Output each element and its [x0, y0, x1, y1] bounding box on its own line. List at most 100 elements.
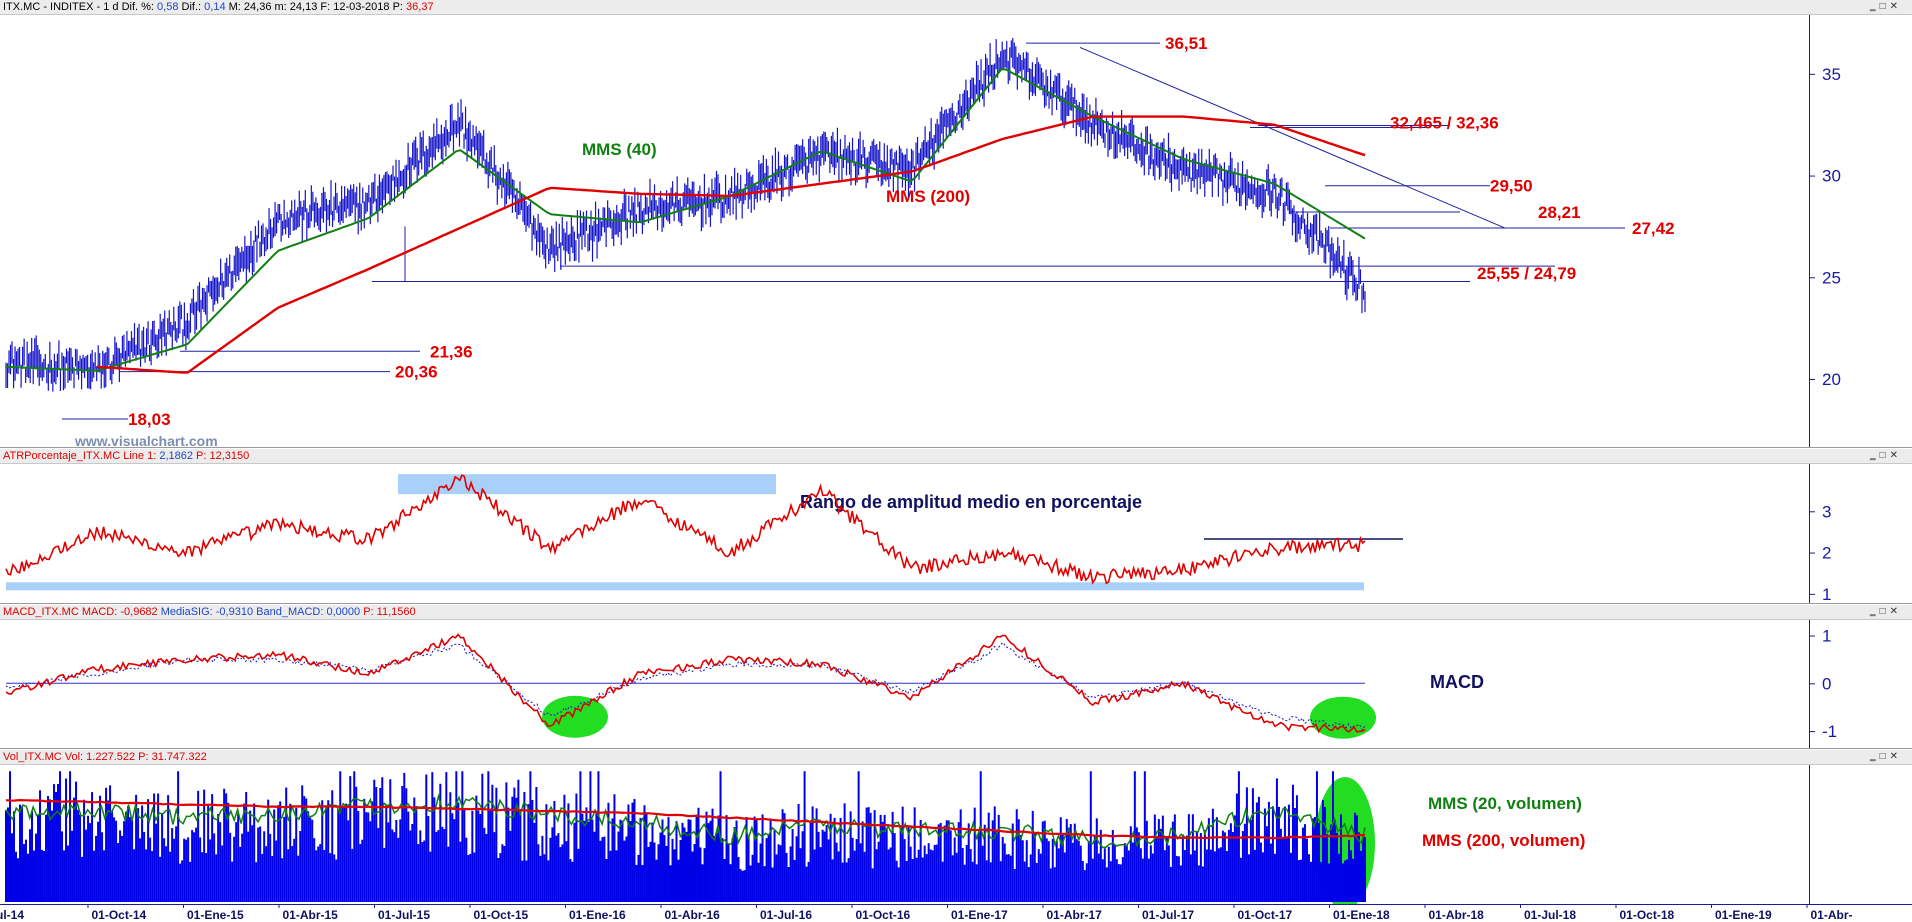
x-tick-label: 01-Oct-15 — [474, 908, 529, 922]
ma40-line — [5, 68, 1366, 372]
macd-macd: -0,9682 — [120, 606, 158, 618]
x-tick-mark — [851, 904, 853, 908]
price-ytick-label: 25 — [1822, 268, 1841, 287]
x-tick-mark — [1042, 904, 1044, 908]
price-panel-header: ITX.MC - INDITEX - 1 d Dif. %: 0,58 Dif.… — [0, 0, 1912, 15]
macd-window-controls-icon[interactable]: ‗□✕ — [1870, 606, 1902, 617]
x-tick-label: 01-Ene-15 — [187, 908, 244, 922]
ma40-label: MMS (40) — [582, 140, 657, 159]
x-tick-mark — [1424, 904, 1426, 908]
atr-panel[interactable]: ATRPorcentaje_ITX.MC Line 1: 2,1862 P: 1… — [0, 449, 1912, 604]
vol-p-label: P: — [138, 751, 149, 763]
x-tick-label: 01-Oct-18 — [1620, 908, 1675, 922]
x-tick-label: 01-Jul-18 — [1524, 908, 1576, 922]
annotation-4: 27,42 — [1632, 219, 1675, 238]
price-p-label: P: — [392, 1, 403, 13]
atr-ytick-label: 3 — [1822, 502, 1831, 521]
x-tick-mark — [183, 904, 184, 908]
ma200-line — [96, 115, 1366, 374]
macd-macd-label: MACD: — [81, 606, 118, 618]
x-tick-mark — [565, 904, 566, 908]
macd-ytick-label: 1 — [1822, 627, 1831, 646]
atr-ytick-mark — [1809, 511, 1815, 513]
macd-ytick-label: -1 — [1822, 722, 1837, 741]
ma200-label: MMS (200) — [886, 187, 970, 206]
x-tick-mark — [374, 904, 375, 908]
atr-ytick-mark — [1809, 552, 1815, 554]
atr-chart: Rango de amplitud medio en porcentaje 1 2… — [5, 464, 1831, 604]
vol-axis-line — [1809, 765, 1810, 904]
x-tick-label: 01-Oct-16 — [856, 908, 911, 922]
price-ytick-label: 35 — [1822, 65, 1841, 84]
macd-axis-line — [1809, 620, 1810, 749]
vol-ma20-line — [5, 793, 1366, 849]
annotation-0: 36,51 — [1165, 34, 1208, 53]
atr-p-label: P: — [196, 450, 207, 462]
x-axis: ul-14 01-Oct-14 01-Ene-15 01-Abr-15 01-Jul-1… — [0, 904, 1912, 922]
price-dif-pct: 0,58 — [157, 1, 179, 13]
x-tick-label: 01-Ene-18 — [1333, 908, 1390, 922]
atr-line — [5, 474, 1366, 585]
price-dif-pct-label: Dif. %: — [121, 1, 154, 13]
vol-name: Vol_ITX.MC — [3, 751, 62, 763]
annotation-1: 32,465 / 32,36 — [1390, 114, 1499, 133]
macd-panel-header: MACD_ITX.MC MACD: -0,9682 MediaSIG: -0,9… — [0, 605, 1912, 620]
atr-ytick-mark — [1809, 593, 1815, 595]
vol-ma20-label: MMS (20, volumen) — [1428, 794, 1582, 813]
x-axis-line — [0, 904, 1912, 905]
macd-band-label: Band_MACD: — [256, 606, 324, 618]
atr-low-band — [6, 582, 1364, 591]
macd-highlight-1 — [542, 695, 608, 738]
macd-ytick-label: 0 — [1822, 674, 1831, 693]
macd-label: MACD — [1430, 672, 1484, 692]
price-window-controls-icon[interactable]: ‗□✕ — [1870, 1, 1902, 12]
price-max: M: 24,36 — [228, 1, 272, 13]
price-dif: 0,14 — [204, 1, 226, 13]
macd-chart: MACD -1 0 1 — [5, 620, 1837, 749]
atr-line-label: Line 1: — [123, 450, 157, 462]
macd-band: 0,0000 — [326, 606, 361, 618]
price-p: 36,37 — [406, 1, 434, 13]
x-tick-mark — [1711, 904, 1712, 908]
x-tick-mark — [469, 904, 471, 908]
atr-window-controls-icon[interactable]: ‗□✕ — [1870, 450, 1902, 461]
macd-line — [5, 633, 1366, 734]
macd-sig-label: MediaSIG: — [160, 606, 213, 618]
volume-chart: MMS (20, volumen)MMS (200, volumen) 2.00… — [5, 765, 1810, 904]
atr-label: Rango de amplitud medio en porcentaje — [800, 492, 1142, 512]
annotation-2: 29,50 — [1490, 177, 1533, 196]
x-tick-label: ul-14 — [0, 908, 24, 922]
x-tick-label: 01-Ene-19 — [1715, 908, 1772, 922]
macd-p-label: P: — [363, 606, 374, 618]
macd-ytick-mark — [1809, 683, 1815, 685]
vol-ma200-line — [5, 798, 1365, 840]
x-tick-mark — [1233, 904, 1235, 908]
price-panel[interactable]: ITX.MC - INDITEX - 1 d Dif. %: 0,58 Dif.… — [0, 0, 1912, 448]
annotation-7: 20,36 — [395, 363, 438, 382]
x-tick-mark — [1138, 904, 1139, 908]
macd-signal-line — [5, 641, 1366, 732]
price-panel-border — [0, 447, 1912, 448]
x-tick-label: 01-Abr-18 — [1429, 908, 1485, 922]
x-tick-mark — [1806, 904, 1808, 908]
macd-panel[interactable]: MACD_ITX.MC MACD: -0,9682 MediaSIG: -0,9… — [0, 605, 1912, 749]
vol-p: 31.747.322 — [151, 751, 207, 763]
vol-window-controls-icon[interactable]: ‗□✕ — [1870, 751, 1902, 762]
atr-name: ATRPorcentaje_ITX.MC — [3, 450, 121, 462]
x-tick-mark — [1520, 904, 1521, 908]
annotation-6: 21,36 — [430, 342, 473, 361]
x-tick-mark — [947, 904, 948, 908]
macd-highlight-2 — [1310, 696, 1376, 739]
vol-vol-label: Vol: — [64, 751, 84, 763]
atr-axis-line — [1809, 464, 1810, 604]
macd-ytick-mark — [1809, 731, 1815, 733]
x-tick-label: 01-Abr-16 — [665, 908, 721, 922]
annotation-8: 18,03 — [128, 410, 171, 429]
price-min: m: 24,13 — [274, 1, 318, 13]
macd-p: 11,1560 — [376, 606, 416, 618]
price-axis-line — [1809, 15, 1810, 448]
macd-name: MACD_ITX.MC — [3, 606, 79, 618]
atr-panel-border — [0, 603, 1912, 604]
volume-panel[interactable]: Vol_ITX.MC Vol: 1.227.522 P: 31.747.322 … — [0, 750, 1912, 904]
price-ytick-label: 30 — [1822, 167, 1841, 186]
